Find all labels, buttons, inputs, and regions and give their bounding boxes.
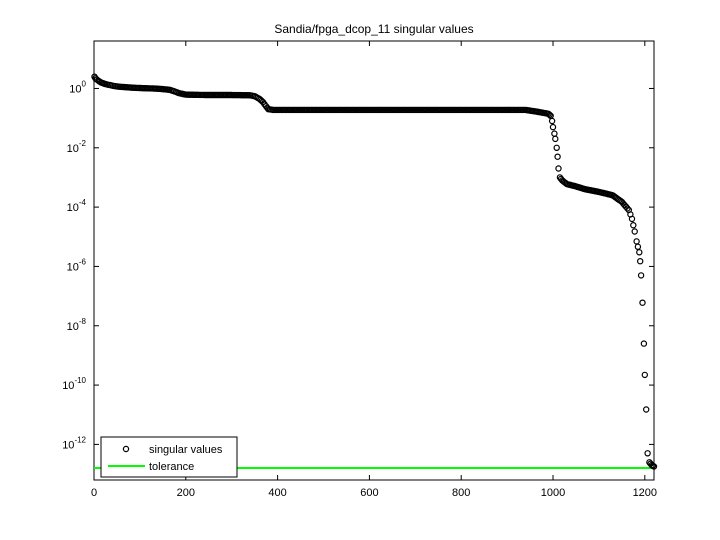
x-axis: 0 200 400 600 800 1000 1200: [91, 41, 657, 499]
singular-value-point: [555, 165, 562, 172]
y-axis: 100 10-2 10-4 10-6 10-8 10-10 10-12: [62, 79, 654, 451]
singular-value-point: [628, 215, 636, 223]
singular-value-point: [641, 371, 649, 379]
singular-value-point: [640, 340, 648, 347]
singular-value-point: [643, 406, 650, 413]
y-tick-label: 10-8: [67, 317, 87, 333]
x-tick-label: 600: [360, 487, 378, 499]
x-tick-label: 1000: [541, 487, 565, 499]
singular-value-point: [644, 450, 651, 457]
singular-value-point: [549, 123, 557, 131]
chart-title: Sandia/fpga_dcop_11 singular values: [274, 22, 473, 36]
singular-value-point: [553, 144, 560, 151]
singular-value-point: [552, 135, 559, 143]
singular-value-point: [624, 205, 631, 212]
legend-label-tolerance: tolerance: [149, 461, 194, 473]
legend-label-singular-values: singular values: [149, 444, 223, 456]
singular-value-point: [551, 130, 558, 137]
y-tick-label: 10-10: [62, 376, 86, 392]
legend-marker-singular-values: [122, 445, 130, 453]
x-tick-label: 800: [452, 487, 470, 499]
y-tick-label: 10-12: [62, 435, 86, 451]
y-tick-label: 10-4: [67, 198, 87, 214]
singular-value-point: [650, 463, 658, 470]
singular-value-point: [631, 228, 638, 235]
singular-value-point: [546, 111, 553, 119]
y-tick-label: 100: [69, 79, 86, 95]
plot-area: [91, 73, 658, 470]
legend-box: [100, 436, 238, 478]
singular-value-point: [636, 249, 643, 256]
x-tick-label: 0: [91, 487, 97, 499]
x-tick-label: 200: [177, 487, 195, 499]
singular-value-point: [637, 272, 645, 279]
plot-frame: [93, 40, 655, 481]
singular-value-point: [548, 117, 556, 125]
singular-value-point: [634, 243, 642, 250]
y-tick-label: 10-2: [67, 139, 87, 155]
x-tick-label: 400: [268, 487, 286, 499]
singular-value-point: [637, 258, 644, 265]
singular-value-point: [639, 299, 646, 306]
x-tick-label: 1200: [633, 487, 657, 499]
legend: singular values tolerance: [100, 436, 238, 478]
singular-value-point: [633, 238, 640, 245]
singular-value-point: [554, 153, 561, 160]
singular-value-point: [630, 221, 637, 229]
y-tick-label: 10-6: [67, 257, 87, 273]
